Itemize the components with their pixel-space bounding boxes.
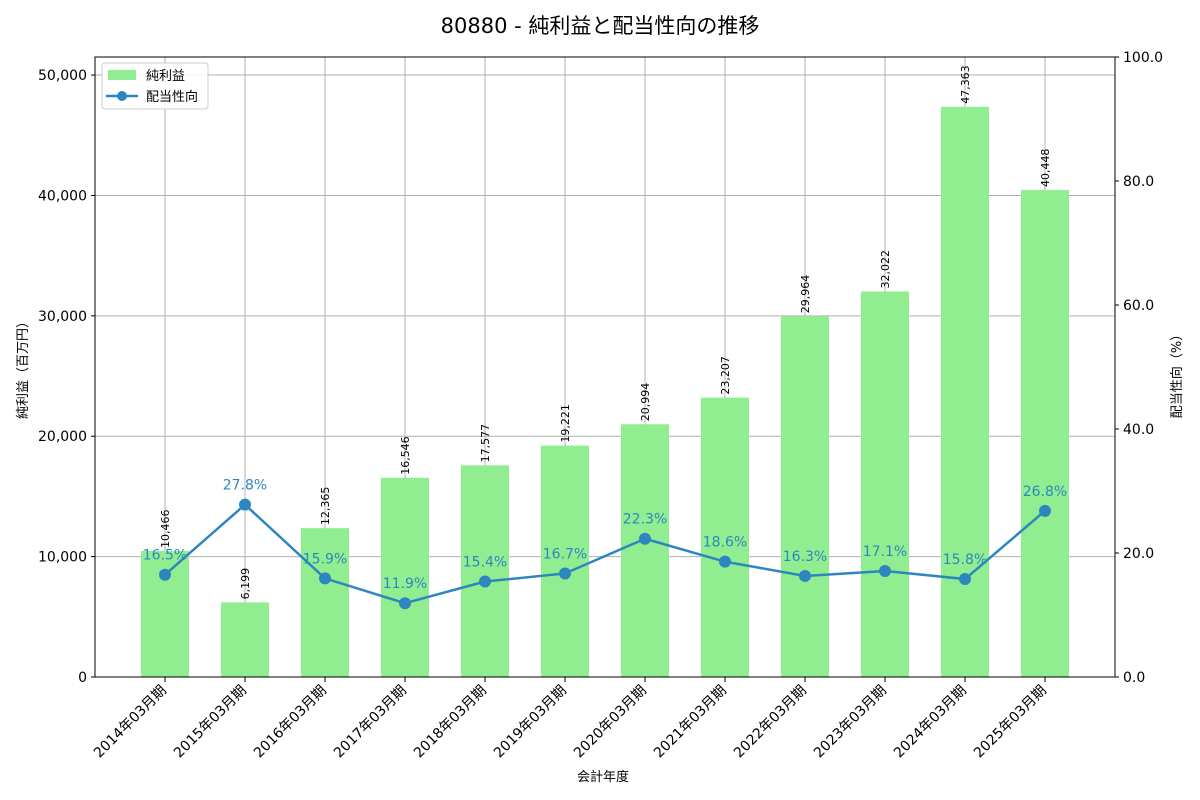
line-value-label: 15.4% [463,555,507,571]
line-marker [399,597,411,610]
line-marker [879,564,891,577]
legend-bar-swatch-icon [108,70,136,80]
bar-value-label: 12,365 [319,487,332,526]
y-tick-label: 0 [78,670,87,686]
line-value-labels: 16.5% 27.8% 15.9% 11.9% 15.4% 16.7% 22.3% 18.6%… [143,478,1067,593]
bar [941,106,989,677]
bar-value-label: 40,448 [1039,149,1052,188]
line-value-label: 16.5% [143,548,187,564]
x-tick-label: 2018年03月期 [411,683,490,762]
bar [541,445,589,677]
line-marker [479,575,491,588]
y-tick-label: 40,000 [38,188,87,204]
bar-value-label: 17,577 [479,424,492,463]
line-value-label: 16.3% [783,549,827,565]
x-tick-label: 2015年03月期 [171,683,250,762]
bar-value-label: 47,363 [959,65,972,104]
line-marker [799,569,811,582]
bar-value-label: 29,964 [799,275,812,314]
line-value-label: 22.3% [623,512,667,528]
x-tick-label: 2017年03月期 [331,683,410,762]
legend-label-payout-ratio: 配当性向 [146,89,198,105]
y-tick-label: 50,000 [38,68,87,84]
chart-title: 80880 - 純利益と配当性向の推移 [440,14,760,38]
legend-marker-icon [117,91,127,101]
bar-value-label: 20,994 [639,383,652,422]
line-value-label: 27.8% [223,478,267,494]
bar [861,291,909,677]
y2-tick-label: 40.0 [1123,422,1154,438]
legend: 純利益 配当性向 [101,62,209,110]
y2-tick-label: 20.0 [1123,546,1154,562]
line-value-label: 15.8% [943,552,987,568]
line-marker [1039,504,1051,517]
y2-tick-label: 60.0 [1123,298,1154,314]
bar [701,397,749,677]
bar-value-labels: 10,466 6,199 12,365 16,546 17,577 19,221 20,99… [159,65,1052,599]
line-value-label: 11.9% [383,576,427,592]
bar-value-label: 32,022 [879,250,892,289]
line-marker [159,568,171,581]
bar-value-label: 6,199 [239,568,252,600]
line-marker [639,532,651,545]
bar [1021,190,1069,677]
line-value-label: 26.8% [1023,484,1067,500]
bar [461,465,509,677]
bar-value-label: 16,546 [399,436,412,475]
y2-tick-label: 100.0 [1123,50,1163,66]
bar-value-label: 23,207 [719,356,732,395]
x-tick-label: 2016年03月期 [251,683,330,762]
x-axis-label: 会計年度 [577,769,629,785]
y-tick-label: 20,000 [38,429,87,445]
line-value-label: 17.1% [863,544,907,560]
x-tick-label: 2022年03月期 [731,683,810,762]
bar [781,316,829,677]
x-tick-label: 2024年03月期 [891,683,970,762]
x-tick-label: 2025年03月期 [971,683,1050,762]
y-tick-label: 10,000 [38,550,87,566]
y2-tick-label: 0.0 [1123,670,1145,686]
y2-axis-label: 配当性向（%） [1169,328,1185,418]
bar [221,602,269,677]
legend-label-net-income: 純利益 [146,69,185,84]
line-series-payout-ratio [159,498,1051,610]
bar-value-label: 19,221 [559,404,572,443]
x-tick-label: 2023年03月期 [811,683,890,762]
line-value-label: 16.7% [543,546,587,562]
line-marker [319,572,331,585]
line-marker [239,498,251,511]
y-axis-label: 純利益（百万円） [16,315,31,419]
bar [381,477,429,677]
line-value-label: 18.6% [703,535,747,551]
y2-tick-label: 80.0 [1123,174,1154,190]
bar-series-net-income [141,106,1069,677]
x-tick-label: 2020年03月期 [571,683,650,762]
bar [301,528,349,677]
bar [621,424,669,677]
axes: 0 10,000 20,000 30,000 40,000 50,000 0.0 20.0 40… [16,50,1185,785]
x-tick-label: 2019年03月期 [491,683,570,762]
bar-value-label: 10,466 [159,510,172,549]
line-marker [719,555,731,568]
y-tick-label: 30,000 [38,309,87,325]
x-tick-label: 2021年03月期 [651,683,730,762]
line-value-label: 15.9% [303,551,347,567]
line-marker [959,573,971,586]
line-marker [559,567,571,580]
x-tick-label: 2014年03月期 [91,683,170,762]
